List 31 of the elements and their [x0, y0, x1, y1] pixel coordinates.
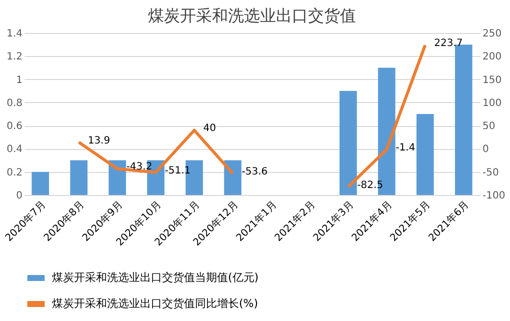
y-tick-label: 1 — [16, 74, 22, 86]
bar — [224, 160, 242, 195]
bar — [32, 172, 50, 195]
y2-tick-label: 50 — [482, 121, 496, 132]
data-label: 40 — [203, 123, 216, 134]
bar — [340, 90, 357, 195]
data-label: -53.6 — [242, 166, 268, 178]
bar — [454, 44, 472, 195]
legend-label: 煤炭开采和洗选业出口交货值同比增长(%) — [52, 297, 258, 310]
data-label: -1.4 — [396, 142, 416, 154]
chart-title: 煤炭开采和洗选业出口交货值 — [148, 6, 356, 25]
y-tick-label: 1.2 — [6, 52, 22, 63]
y-tick-label: 1.4 — [6, 28, 22, 40]
y2-tick-label: -50 — [482, 167, 499, 178]
y-tick-label: 0.8 — [6, 98, 22, 109]
bar — [416, 114, 434, 195]
y2-tick-label: 0 — [482, 144, 489, 156]
y2-tick-label: 200 — [482, 52, 502, 63]
y-tick-label: 0.6 — [6, 121, 22, 132]
y2-tick-label: -100 — [482, 190, 506, 202]
y2-tick-label: 150 — [482, 74, 502, 86]
y-tick-label: 0 — [16, 190, 22, 202]
data-label: 223.7 — [434, 38, 463, 50]
y-tick-label: 0.2 — [6, 167, 22, 178]
bar — [108, 160, 126, 195]
legend-label: 煤炭开采和洗选业出口交货值当期值(亿元) — [52, 271, 259, 284]
y2-tick-label: 250 — [482, 28, 502, 40]
y-tick-label: 0.4 — [6, 144, 22, 156]
data-label: 13.9 — [88, 135, 110, 146]
y2-tick-label: 100 — [482, 98, 502, 109]
bar — [70, 160, 88, 195]
